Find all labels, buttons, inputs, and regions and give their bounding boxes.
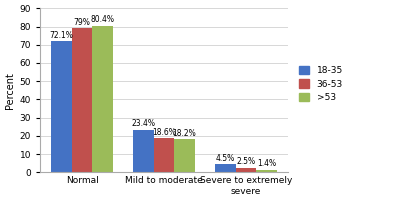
Text: 80.4%: 80.4% (90, 15, 114, 24)
Text: 1.4%: 1.4% (257, 159, 276, 168)
Bar (154, 138, 174, 172)
Text: 18.2%: 18.2% (173, 129, 196, 138)
Bar (215, 164, 236, 172)
Text: 18.6%: 18.6% (152, 128, 176, 137)
Text: 72.1%: 72.1% (50, 30, 74, 39)
Text: 4.5%: 4.5% (216, 154, 235, 163)
Bar (133, 130, 154, 172)
Legend: 18-35, 36-53, >53: 18-35, 36-53, >53 (298, 66, 343, 102)
Bar (256, 170, 277, 172)
Text: 2.5%: 2.5% (236, 157, 256, 166)
Bar (236, 168, 256, 172)
Bar (174, 139, 195, 172)
Text: 79%: 79% (74, 18, 90, 27)
Text: 23.4%: 23.4% (132, 119, 156, 128)
Bar (92, 26, 113, 172)
Bar (51, 41, 72, 172)
Bar (72, 28, 92, 172)
Y-axis label: Percent: Percent (5, 72, 15, 109)
